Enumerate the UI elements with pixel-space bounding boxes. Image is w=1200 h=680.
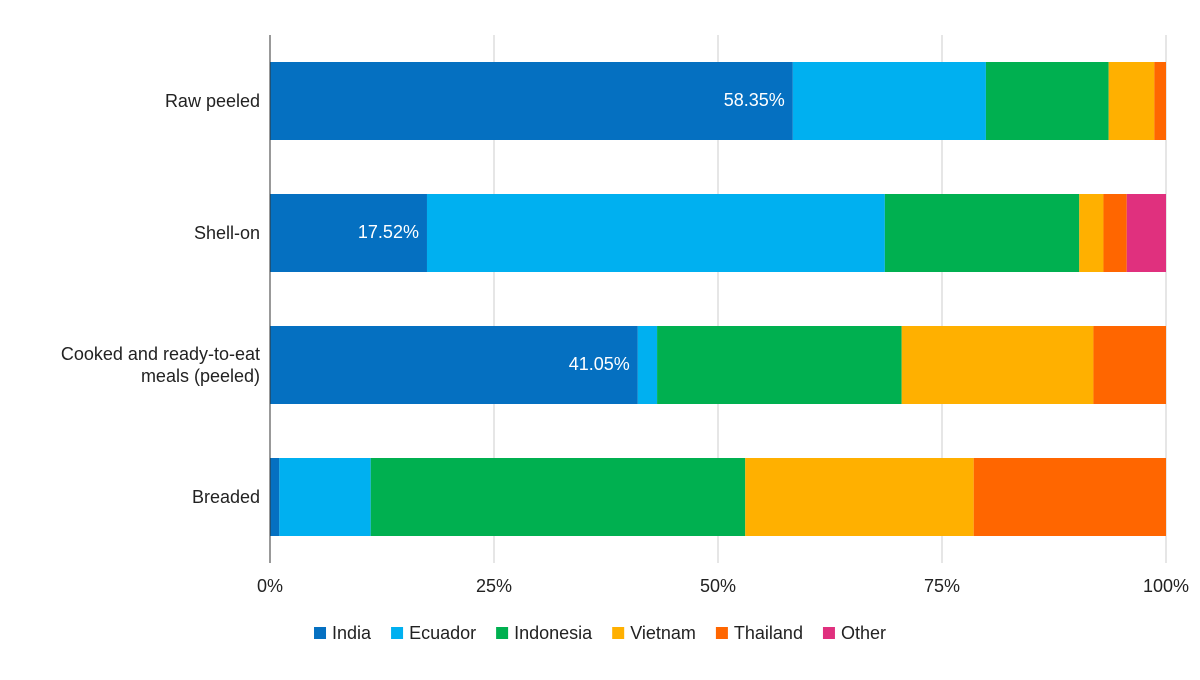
legend-label: Thailand bbox=[734, 623, 803, 643]
legend-swatch bbox=[612, 627, 625, 639]
bar-segment bbox=[1079, 194, 1104, 272]
bar-segment bbox=[1126, 194, 1166, 272]
legend: India Ecuador Indonesia Vietnam Thailand Othe… bbox=[314, 623, 886, 643]
bar-segment bbox=[370, 458, 746, 536]
y-tick-label: Shell-on bbox=[193, 223, 260, 243]
bar-segment bbox=[884, 194, 1080, 272]
bar-segment bbox=[792, 62, 986, 140]
data-label: 41.05% bbox=[569, 354, 630, 374]
legend-swatch bbox=[391, 627, 404, 639]
y-tick-label: Raw peeled bbox=[164, 91, 260, 111]
bar-segment bbox=[1108, 62, 1155, 140]
x-tick-label: 0% bbox=[257, 576, 283, 596]
legend-swatch bbox=[314, 627, 327, 639]
legend-swatch bbox=[715, 627, 728, 639]
x-tick-label: 25% bbox=[476, 576, 512, 596]
bar-segment bbox=[1103, 194, 1127, 272]
y-tick-label: Cooked and ready-to-eat meals (peeled) bbox=[60, 344, 260, 386]
bar-segment bbox=[657, 326, 902, 404]
data-label: 58.35% bbox=[724, 90, 785, 110]
data-label: 17.52% bbox=[358, 222, 419, 242]
bar-segment bbox=[279, 458, 371, 536]
bar-segment bbox=[270, 326, 638, 404]
bar-segment bbox=[1093, 326, 1166, 404]
legend-label: Ecuador bbox=[409, 623, 476, 643]
bar-segment bbox=[270, 194, 427, 272]
x-tick-label: 100% bbox=[1143, 576, 1189, 596]
bar-segment bbox=[901, 326, 1094, 404]
legend-label: India bbox=[332, 623, 372, 643]
y-tick-label: Breaded bbox=[191, 487, 260, 507]
legend-swatch bbox=[496, 627, 509, 639]
bar-segment bbox=[426, 194, 885, 272]
bar-segment bbox=[985, 62, 1109, 140]
x-tick-label: 75% bbox=[924, 576, 960, 596]
bar-segment bbox=[270, 458, 280, 536]
bar-segment bbox=[270, 62, 793, 140]
legend-label: Vietnam bbox=[630, 623, 696, 643]
bar-segment bbox=[745, 458, 974, 536]
legend-label: Indonesia bbox=[514, 623, 593, 643]
bar-segment bbox=[973, 458, 1166, 536]
legend-swatch bbox=[822, 627, 835, 639]
bar-segment bbox=[637, 326, 658, 404]
x-tick-label: 50% bbox=[700, 576, 736, 596]
legend-label: Other bbox=[841, 623, 886, 643]
bar-segment bbox=[1154, 62, 1166, 140]
